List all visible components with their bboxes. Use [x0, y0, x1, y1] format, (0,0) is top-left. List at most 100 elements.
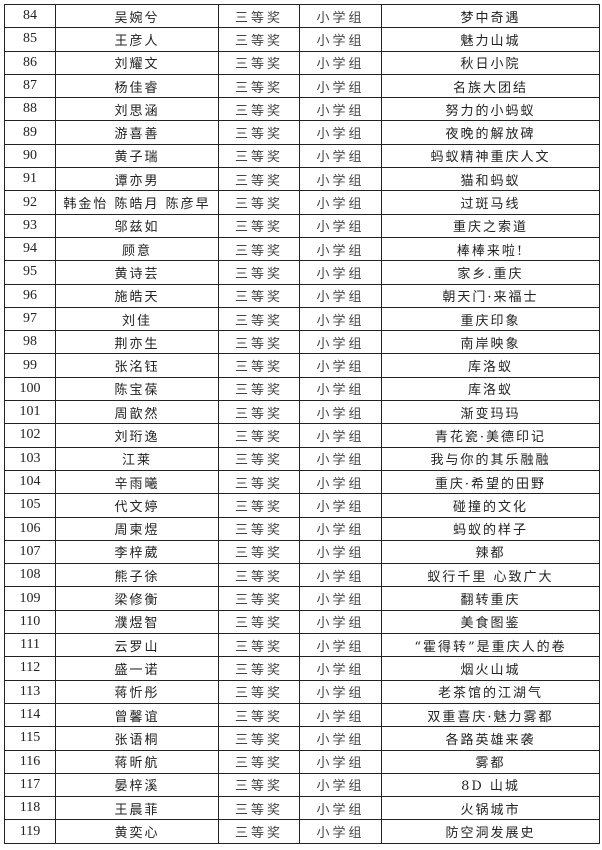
- table-row: 104 辛雨曦 三等奖 小学组 重庆·希望的田野: [4, 469, 600, 495]
- participant-name: 黄子瑞: [55, 143, 219, 169]
- work-title: 库洛蚁: [381, 376, 600, 402]
- table-row: 93 邬兹如 三等奖 小学组 重庆之索道: [4, 213, 600, 238]
- age-group: 小学组: [299, 609, 382, 635]
- participant-name: 刘佳: [55, 306, 219, 332]
- entry-number: 89: [4, 120, 56, 145]
- participant-name: 刘耀文: [55, 50, 219, 75]
- work-title: 美食图鉴: [381, 609, 600, 635]
- age-group: 小学组: [299, 446, 382, 471]
- award-level: 三等奖: [218, 283, 300, 308]
- participant-name: 周歆然: [55, 400, 219, 425]
- work-title: 双重喜庆·魅力雾都: [381, 702, 600, 728]
- participant-name: 周柬煜: [55, 516, 219, 541]
- table-row: 119 黄奕心 三等奖 小学组 防空洞发展史: [4, 819, 600, 844]
- award-level: 三等奖: [218, 3, 300, 29]
- table-row: 88 刘思涵 三等奖 小学组 努力的小蚂蚁: [4, 97, 600, 122]
- work-title: “霍得转”是重庆人的卷: [381, 633, 600, 658]
- award-level: 三等奖: [218, 656, 300, 681]
- age-group: 小学组: [299, 400, 382, 425]
- entry-number: 117: [4, 772, 56, 798]
- participant-name: 吴婉兮: [55, 3, 219, 29]
- participant-name: 游喜善: [55, 120, 219, 145]
- table-row: 107 李梓葳 三等奖 小学组 辣都: [4, 539, 600, 565]
- table-row: 85 王彦人 三等奖 小学组 魅力山城: [4, 27, 600, 52]
- entry-number: 92: [4, 190, 56, 215]
- award-level: 三等奖: [218, 749, 300, 774]
- participant-name: 盛一诺: [55, 656, 219, 681]
- participant-name: 江莱: [55, 446, 219, 471]
- work-title: 魅力山城: [381, 27, 600, 52]
- award-level: 三等奖: [218, 143, 300, 169]
- table-row: 99 张洺钰 三等奖 小学组 库洛蚁: [4, 353, 600, 378]
- work-title: 防空洞发展史: [381, 819, 600, 844]
- participant-name: 谭亦男: [55, 167, 219, 192]
- work-title: 辣都: [381, 539, 600, 565]
- participant-name: 王彦人: [55, 27, 219, 52]
- participant-name: 张语桐: [55, 726, 219, 751]
- award-level: 三等奖: [218, 120, 300, 145]
- award-level: 三等奖: [218, 27, 300, 52]
- entry-number: 97: [4, 306, 56, 332]
- age-group: 小学组: [299, 633, 382, 658]
- award-level: 三等奖: [218, 796, 300, 821]
- age-group: 小学组: [299, 306, 382, 332]
- table-row: 115 张语桐 三等奖 小学组 各路英雄来袭: [4, 726, 600, 751]
- award-level: 三等奖: [218, 446, 300, 471]
- entry-number: 86: [4, 50, 56, 75]
- age-group: 小学组: [299, 586, 382, 611]
- work-title: 重庆·希望的田野: [381, 469, 600, 495]
- entry-number: 109: [4, 586, 56, 611]
- entry-number: 101: [4, 400, 56, 425]
- age-group: 小学组: [299, 423, 382, 448]
- participant-name: 王晨菲: [55, 796, 219, 821]
- work-title: 努力的小蚂蚁: [381, 97, 600, 122]
- table-row: 91 谭亦男 三等奖 小学组 猫和蚂蚁: [4, 167, 600, 192]
- table-row: 90 黄子瑞 三等奖 小学组 蚂蚁精神重庆人文: [4, 143, 600, 169]
- award-level: 三等奖: [218, 330, 300, 355]
- age-group: 小学组: [299, 772, 382, 798]
- participant-name: 邬兹如: [55, 213, 219, 238]
- awards-table-body: 84 吴婉兮 三等奖 小学组 梦中奇遇 85 王彦人 三等奖 小学组 魅力山城 86 刘耀文 三等奖 小学…: [4, 3, 600, 844]
- work-title: 重庆印象: [381, 306, 600, 332]
- table-row: 109 梁修衡 三等奖 小学组 翻转重庆: [4, 586, 600, 611]
- entry-number: 85: [4, 27, 56, 52]
- table-row: 117 晏梓溪 三等奖 小学组 8D 山城: [4, 772, 600, 798]
- award-level: 三等奖: [218, 679, 300, 704]
- work-title: 猫和蚂蚁: [381, 167, 600, 192]
- award-level: 三等奖: [218, 469, 300, 495]
- work-title: 南岸映象: [381, 330, 600, 355]
- table-row: 105 代文婷 三等奖 小学组 碰撞的文化: [4, 493, 600, 518]
- age-group: 小学组: [299, 656, 382, 681]
- table-row: 98 荆亦生 三等奖 小学组 南岸映象: [4, 330, 600, 355]
- age-group: 小学组: [299, 376, 382, 402]
- entry-number: 94: [4, 236, 56, 262]
- age-group: 小学组: [299, 353, 382, 378]
- award-level: 三等奖: [218, 819, 300, 844]
- award-level: 三等奖: [218, 260, 300, 285]
- entry-number: 103: [4, 446, 56, 471]
- participant-name: 李梓葳: [55, 539, 219, 565]
- age-group: 小学组: [299, 3, 382, 29]
- participant-name: 荆亦生: [55, 330, 219, 355]
- table-row: 108 熊子徐 三等奖 小学组 蚁行千里 心致广大: [4, 563, 600, 588]
- award-level: 三等奖: [218, 400, 300, 425]
- table-row: 103 江莱 三等奖 小学组 我与你的其乐融融: [4, 446, 600, 471]
- entry-number: 96: [4, 283, 56, 308]
- work-title: 青花瓷·美德印记: [381, 423, 600, 448]
- participant-name: 代文婷: [55, 493, 219, 518]
- table-row: 89 游喜善 三等奖 小学组 夜晚的解放碑: [4, 120, 600, 145]
- participant-name: 辛雨曦: [55, 469, 219, 495]
- participant-name: 施皓天: [55, 283, 219, 308]
- work-title: 火锅城市: [381, 796, 600, 821]
- entry-number: 99: [4, 353, 56, 378]
- participant-name: 韩金怡 陈皓月 陈彦早: [55, 190, 219, 215]
- entry-number: 88: [4, 97, 56, 122]
- work-title: 朝天门·来福士: [381, 283, 600, 308]
- age-group: 小学组: [299, 539, 382, 565]
- participant-name: 梁修衡: [55, 586, 219, 611]
- age-group: 小学组: [299, 493, 382, 518]
- award-level: 三等奖: [218, 586, 300, 611]
- participant-name: 张洺钰: [55, 353, 219, 378]
- work-title: 烟火山城: [381, 656, 600, 681]
- award-level: 三等奖: [218, 97, 300, 122]
